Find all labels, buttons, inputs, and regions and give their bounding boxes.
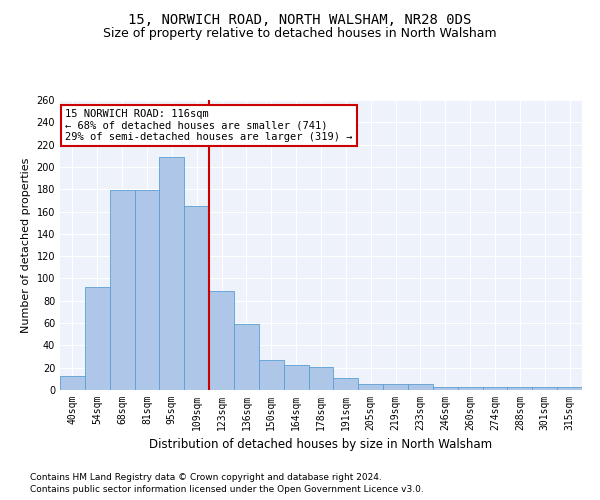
Text: Contains HM Land Registry data © Crown copyright and database right 2024.: Contains HM Land Registry data © Crown c…	[30, 472, 382, 482]
Bar	[60, 376, 85, 390]
Bar	[134, 190, 160, 390]
Text: 15 NORWICH ROAD: 116sqm
← 68% of detached houses are smaller (741)
29% of semi-d: 15 NORWICH ROAD: 116sqm ← 68% of detache…	[65, 108, 353, 142]
Bar	[358, 384, 383, 390]
Bar	[209, 290, 234, 390]
Bar	[433, 386, 458, 390]
Bar	[508, 386, 532, 390]
Bar	[308, 366, 334, 390]
Bar	[160, 157, 184, 390]
Bar	[284, 366, 308, 390]
Bar	[184, 206, 209, 390]
Bar	[234, 324, 259, 390]
Bar	[334, 378, 358, 390]
Bar	[259, 360, 284, 390]
Text: Size of property relative to detached houses in North Walsham: Size of property relative to detached ho…	[103, 28, 497, 40]
Bar	[110, 190, 134, 390]
Bar	[557, 386, 582, 390]
X-axis label: Distribution of detached houses by size in North Walsham: Distribution of detached houses by size …	[149, 438, 493, 452]
Y-axis label: Number of detached properties: Number of detached properties	[21, 158, 31, 332]
Bar	[85, 288, 110, 390]
Bar	[458, 386, 482, 390]
Bar	[482, 386, 508, 390]
Bar	[383, 384, 408, 390]
Text: 15, NORWICH ROAD, NORTH WALSHAM, NR28 0DS: 15, NORWICH ROAD, NORTH WALSHAM, NR28 0D…	[128, 12, 472, 26]
Bar	[408, 384, 433, 390]
Text: Contains public sector information licensed under the Open Government Licence v3: Contains public sector information licen…	[30, 485, 424, 494]
Bar	[532, 386, 557, 390]
